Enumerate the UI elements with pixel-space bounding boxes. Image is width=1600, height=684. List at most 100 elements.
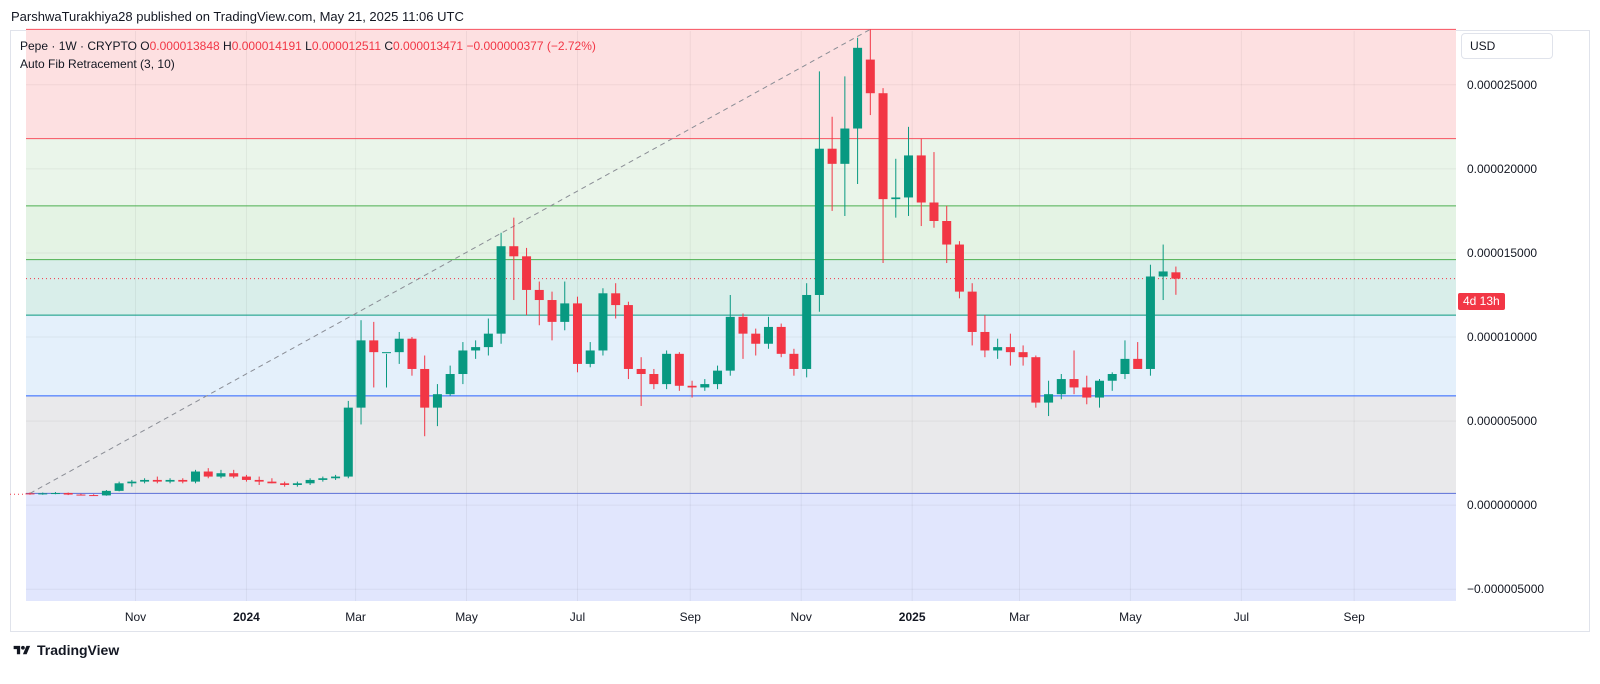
- candles: [25, 29, 1181, 497]
- candle-body: [420, 368, 430, 408]
- candle-body: [814, 148, 824, 295]
- candle-body: [432, 394, 442, 408]
- candle: [127, 479, 137, 487]
- candle: [140, 478, 150, 484]
- ohlc-legend: Pepe · 1W · CRYPTO O0.000013848 H0.00001…: [20, 39, 596, 53]
- candle-body: [496, 246, 506, 334]
- publish-line: ParshwaTurakhiya28 published on TradingV…: [11, 9, 464, 24]
- candle: [598, 288, 608, 356]
- candle-body: [725, 316, 735, 371]
- candle-body: [165, 479, 175, 482]
- candle-body: [89, 495, 99, 497]
- fib-zone-6: [26, 493, 1456, 601]
- candle: [840, 76, 850, 216]
- candle: [1158, 244, 1168, 301]
- candle-body: [904, 155, 914, 198]
- tradingview-brand-text: TradingView: [37, 642, 120, 658]
- candle-body: [636, 368, 646, 375]
- candle-body: [241, 476, 251, 480]
- candle: [534, 281, 544, 326]
- candle: [241, 474, 251, 482]
- candle-body: [1133, 358, 1143, 369]
- candle-body: [827, 148, 837, 164]
- x-tick-label: Nov: [791, 610, 812, 624]
- candle-body: [280, 483, 290, 485]
- x-tick-label: Nov: [125, 610, 146, 624]
- legend-change: −0.000000377 (−2.72%): [466, 39, 596, 53]
- legend-open-label: O: [140, 39, 150, 53]
- candle-body: [534, 289, 544, 301]
- candle: [993, 338, 1003, 359]
- candle: [254, 476, 264, 485]
- y-tick-label: 0.000025000: [1467, 78, 1537, 92]
- candle: [305, 478, 315, 485]
- candle-body: [1044, 394, 1054, 403]
- candle: [611, 283, 621, 319]
- candle-body: [305, 479, 315, 484]
- candle: [751, 328, 761, 356]
- candle-body: [1095, 380, 1104, 398]
- grid-lines: [26, 31, 1456, 601]
- candle: [483, 318, 493, 356]
- candle-body: [802, 294, 812, 369]
- candle: [547, 291, 557, 341]
- candle-body: [713, 370, 723, 385]
- candle-body: [152, 479, 162, 482]
- candle-body: [458, 350, 468, 375]
- candle: [267, 478, 277, 484]
- candle-body: [369, 340, 379, 353]
- candle-body: [878, 93, 888, 200]
- fib-trend-line: [29, 28, 871, 494]
- candle: [369, 321, 379, 388]
- candle: [738, 313, 748, 359]
- candle-body: [63, 493, 73, 495]
- candle-body: [738, 316, 748, 334]
- candle: [980, 315, 990, 358]
- fib-level-lines: [26, 28, 1456, 494]
- candle-body: [1082, 387, 1092, 398]
- candle-body: [292, 483, 302, 485]
- candle-body: [763, 326, 773, 344]
- candle: [878, 88, 888, 264]
- candle: [776, 323, 786, 358]
- candle: [967, 283, 977, 346]
- indicator-label[interactable]: Auto Fib Retracement (3, 10): [20, 57, 175, 71]
- y-tick-label: 0.000015000: [1467, 246, 1537, 260]
- x-tick-label: May: [1119, 610, 1142, 624]
- candle-body: [674, 353, 684, 386]
- candle: [1031, 355, 1041, 408]
- x-tick-label: Sep: [680, 610, 702, 624]
- currency-selector[interactable]: USD: [1461, 33, 1553, 59]
- legend-high-value: 0.000014191: [231, 39, 302, 53]
- x-tick-label: Jul: [1234, 610, 1249, 624]
- fib-zone-2: [26, 205, 1456, 260]
- candle-body: [1018, 352, 1028, 358]
- candle-body: [700, 384, 710, 388]
- candle: [725, 294, 735, 376]
- x-tick-label: May: [455, 610, 478, 624]
- fib-zone-5: [26, 395, 1456, 494]
- candle-body: [471, 347, 481, 351]
- candle-body: [853, 47, 863, 129]
- candle-body: [929, 202, 939, 221]
- candle: [1171, 266, 1181, 295]
- candle: [763, 316, 773, 349]
- fib-zone-3: [26, 259, 1456, 316]
- candle-body: [967, 291, 977, 332]
- tradingview-logo[interactable]: TradingView: [12, 642, 119, 658]
- candle: [865, 29, 875, 116]
- legend-low-value: 0.000012511: [311, 39, 382, 53]
- candle-body: [483, 333, 493, 348]
- candle: [1120, 340, 1130, 380]
- candle-body: [203, 471, 213, 477]
- candle-body: [1145, 276, 1155, 369]
- candle: [853, 37, 863, 185]
- candle: [636, 357, 646, 406]
- candle-body: [343, 407, 353, 477]
- candle-body: [509, 246, 519, 257]
- legend-symbol[interactable]: Pepe · 1W · CRYPTO: [20, 39, 137, 53]
- candle-body: [101, 490, 111, 496]
- candle: [280, 481, 290, 487]
- candle: [687, 380, 697, 398]
